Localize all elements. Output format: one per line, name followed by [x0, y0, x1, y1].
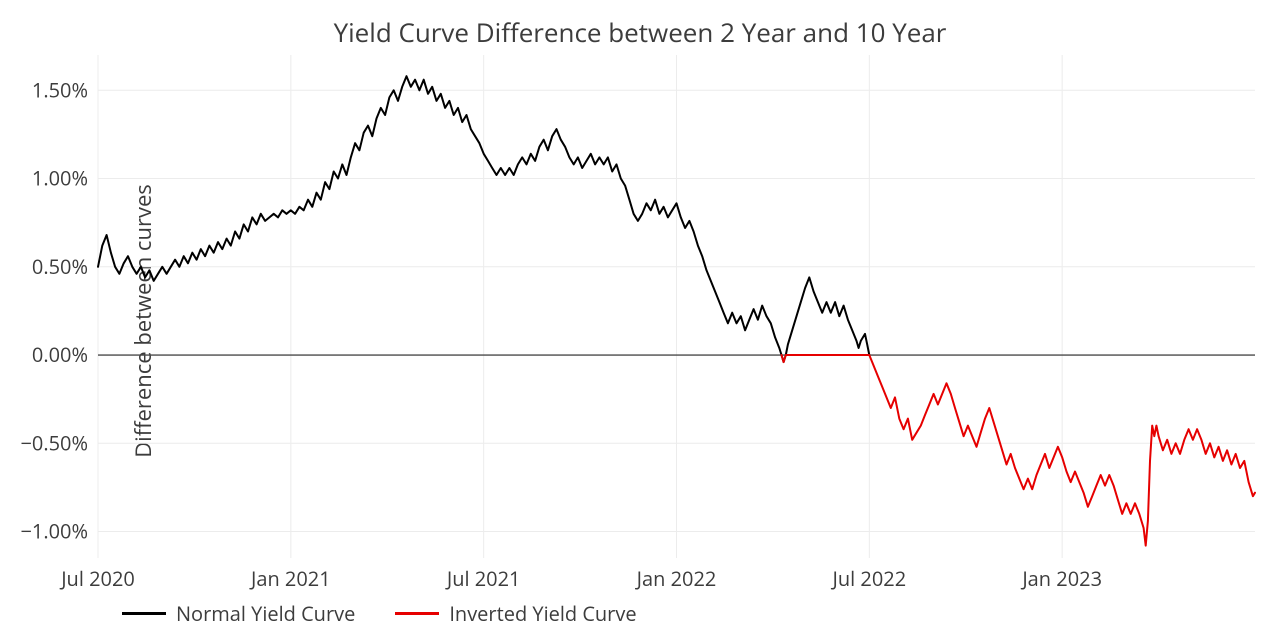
- svg-text:−0.50%: −0.50%: [20, 429, 88, 456]
- y-ticks: −1.00% −0.50% 0.00% 0.50% 1.00% 1.50%: [20, 76, 88, 544]
- svg-text:Jan 2023: Jan 2023: [1020, 565, 1102, 592]
- yield-curve-chart: Yield Curve Difference between 2 Year an…: [0, 0, 1280, 641]
- legend-item: Inverted Yield Curve: [395, 600, 636, 627]
- svg-text:Jul 2022: Jul 2022: [831, 565, 907, 592]
- series-line: [782, 355, 1256, 546]
- legend-swatch: [395, 612, 439, 615]
- svg-text:Jul 2021: Jul 2021: [445, 565, 521, 592]
- svg-text:1.00%: 1.00%: [32, 165, 88, 192]
- svg-text:1.50%: 1.50%: [32, 76, 88, 103]
- svg-text:0.50%: 0.50%: [32, 253, 88, 280]
- legend-swatch: [122, 612, 166, 615]
- svg-text:Jan 2022: Jan 2022: [635, 565, 717, 592]
- legend: Normal Yield Curve Inverted Yield Curve: [122, 600, 637, 627]
- svg-text:Jul 2020: Jul 2020: [59, 565, 135, 592]
- x-ticks: Jul 2020 Jan 2021 Jul 2021 Jan 2022 Jul 2022…: [59, 565, 1102, 592]
- legend-item: Normal Yield Curve: [122, 600, 355, 627]
- svg-text:0.00%: 0.00%: [32, 341, 88, 368]
- plot-svg: −1.00% −0.50% 0.00% 0.50% 1.00% 1.50% Jul 2020…: [0, 0, 1280, 641]
- legend-label: Normal Yield Curve: [176, 600, 355, 627]
- svg-text:Jan 2021: Jan 2021: [249, 565, 331, 592]
- svg-text:−1.00%: −1.00%: [20, 518, 88, 545]
- gridlines: [98, 55, 1255, 558]
- legend-label: Inverted Yield Curve: [449, 600, 636, 627]
